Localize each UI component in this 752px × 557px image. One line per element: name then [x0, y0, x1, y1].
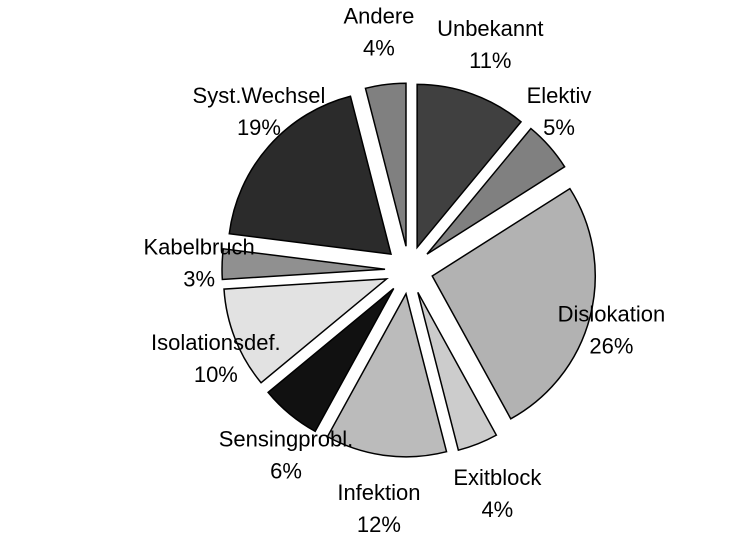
- slice-label: Elektiv: [527, 83, 592, 108]
- slice-label: Exitblock: [453, 465, 542, 490]
- slice-label: Isolationsdef.: [151, 330, 281, 355]
- pie-slice: [221, 247, 386, 281]
- slice-label: Dislokation: [558, 301, 666, 326]
- pie-slice: [426, 127, 566, 255]
- pie-slice: [431, 187, 596, 420]
- pie-slice: [267, 287, 395, 433]
- slice-value-label: 4%: [481, 497, 513, 522]
- slice-label: Syst.Wechsel: [193, 83, 326, 108]
- slice-value-label: 6%: [270, 459, 302, 484]
- pie-slice: [417, 291, 498, 452]
- slice-value-label: 5%: [543, 115, 575, 140]
- slice-value-label: 19%: [237, 115, 281, 140]
- slice-label: Sensingprobl.: [219, 427, 354, 452]
- slice-value-label: 11%: [469, 48, 511, 73]
- slice-label: Infektion: [337, 480, 420, 505]
- slice-value-label: 10%: [194, 362, 238, 387]
- pie-slice: [326, 291, 448, 458]
- slice-value-label: 12%: [357, 512, 401, 537]
- pie-slice: [223, 277, 389, 384]
- slice-label: Andere: [343, 4, 414, 29]
- slice-value-label: 26%: [589, 333, 633, 358]
- pie-slice: [364, 82, 407, 247]
- pie-slice: [416, 83, 523, 250]
- slice-value-label: 3%: [183, 266, 215, 291]
- slice-label: Kabelbruch: [143, 234, 254, 259]
- slice-label: Unbekannt: [437, 16, 543, 41]
- slice-value-label: 4%: [363, 36, 395, 61]
- pie-slice: [228, 95, 392, 256]
